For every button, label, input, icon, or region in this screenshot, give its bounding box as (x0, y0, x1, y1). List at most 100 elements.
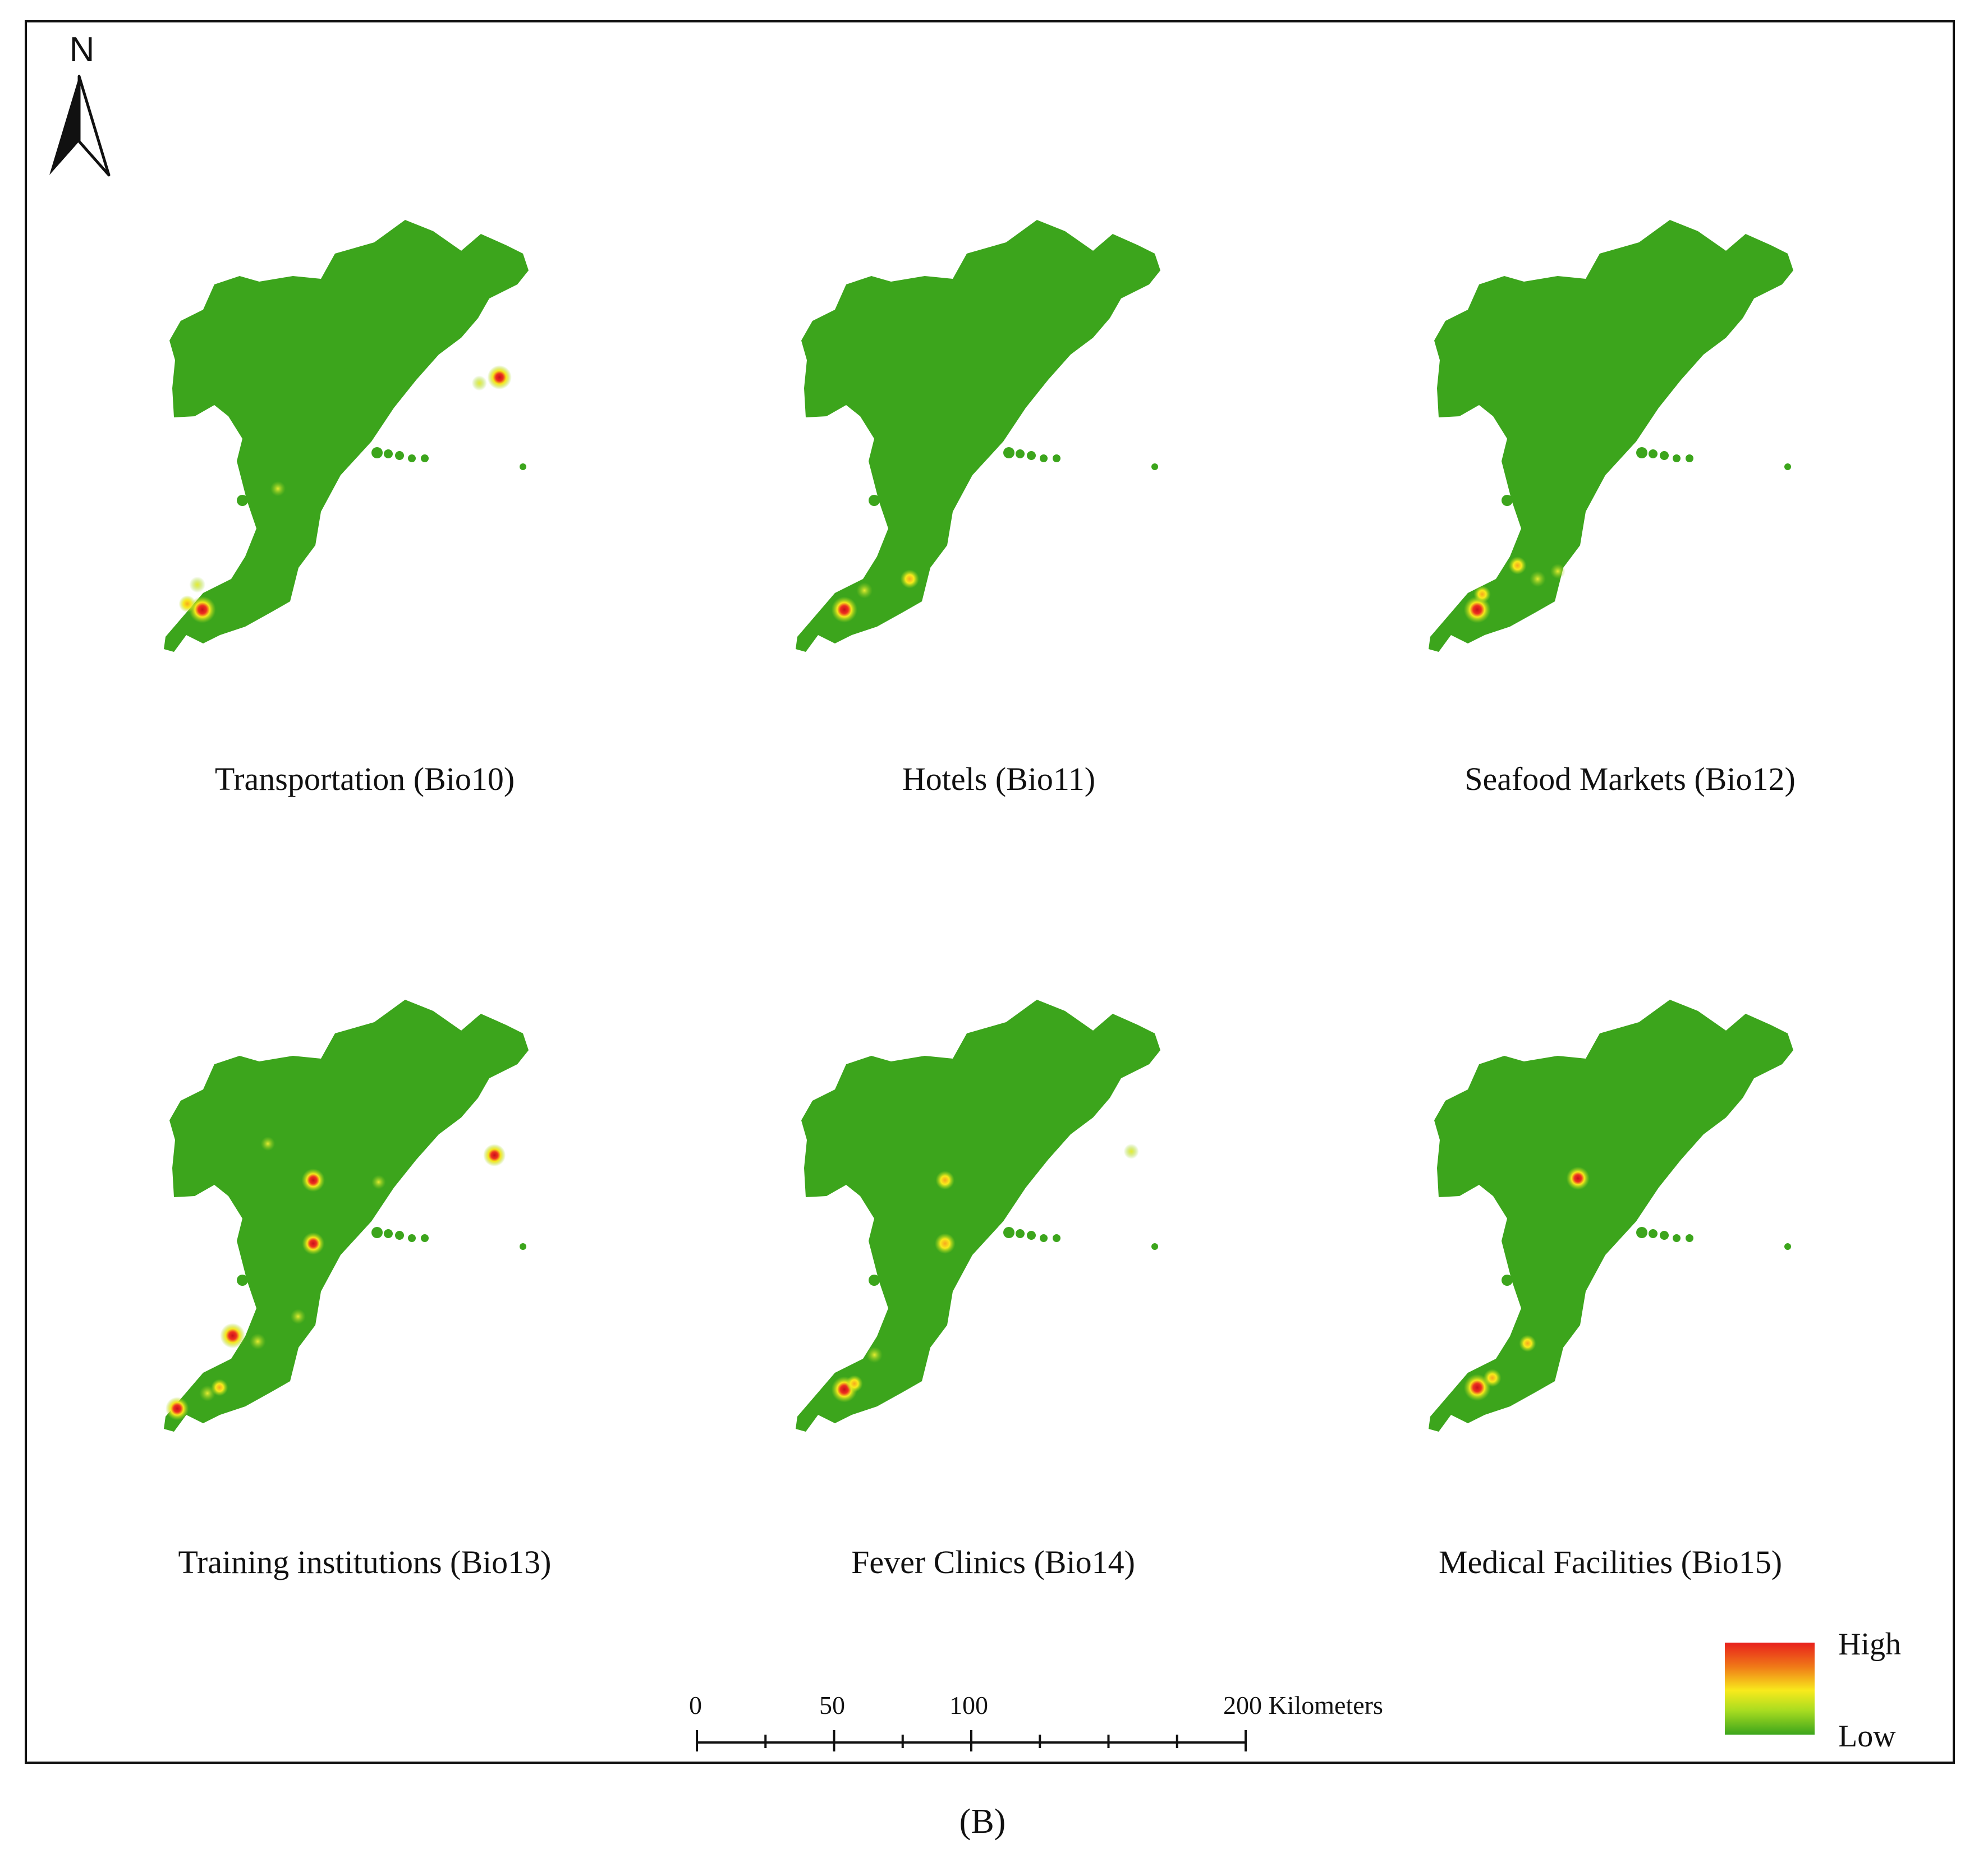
hotspot (1550, 563, 1565, 579)
hotspot (189, 576, 206, 593)
scale-label-100: 100 (949, 1691, 988, 1719)
island (1502, 1275, 1513, 1286)
island (237, 495, 248, 506)
island (1027, 1231, 1036, 1240)
hotspot (250, 1333, 266, 1350)
hotspot (302, 1232, 325, 1255)
hotspot (290, 1309, 306, 1325)
island (1660, 1231, 1669, 1240)
map-panel-fever-clinics (796, 1000, 1160, 1432)
hotspot (211, 1379, 228, 1396)
map-panel-hotels (796, 220, 1160, 652)
legend-high-label: High (1838, 1627, 1901, 1662)
hotspot (900, 569, 920, 588)
hotspot (483, 1144, 506, 1167)
land-area (1429, 220, 1793, 652)
scale-label-200: 200 Kilometers (1223, 1691, 1383, 1719)
scale-label-0: 0 (689, 1691, 702, 1719)
hotspot (1530, 571, 1546, 587)
hotspot (1483, 1369, 1502, 1387)
map-title-transportation: Transportation (Bio10) (214, 761, 515, 797)
island (1053, 454, 1060, 462)
land-area (796, 220, 1160, 652)
island (1673, 454, 1681, 462)
island (520, 1243, 526, 1250)
north-label: N (69, 30, 95, 69)
island (408, 454, 416, 462)
island (237, 1275, 248, 1286)
hotspot (935, 1170, 954, 1190)
island (371, 1227, 383, 1238)
land-area (164, 220, 529, 652)
map-panel-transportation (164, 220, 529, 652)
island (520, 463, 526, 470)
hotspot (166, 1397, 189, 1420)
north-arrow-icon (49, 75, 111, 177)
island (1040, 1234, 1048, 1242)
hotspot (270, 481, 286, 496)
map-panel-seafood-markets (1429, 220, 1793, 652)
island (408, 1234, 416, 1242)
land-area (796, 1000, 1160, 1432)
island (975, 1148, 981, 1155)
hotspot (178, 595, 196, 613)
island (343, 1148, 350, 1155)
hotspot (856, 582, 873, 599)
land-area (1429, 1000, 1793, 1432)
island (1608, 368, 1614, 375)
panel-label: (B) (959, 1803, 1006, 1841)
island (1027, 451, 1036, 460)
map-title-medical-facilities: Medical Facilities (Bio15) (1438, 1544, 1783, 1580)
island (1151, 1243, 1158, 1250)
hotspot (487, 365, 512, 390)
island (395, 451, 404, 460)
hotspot (1508, 557, 1527, 574)
island (1636, 1227, 1647, 1238)
island (1016, 1229, 1025, 1238)
north-arrow: N (47, 31, 117, 177)
island (1649, 449, 1658, 458)
island (421, 454, 429, 462)
island (869, 495, 880, 506)
map-title-hotels: Hotels (Bio11) (902, 761, 1096, 797)
hotspot (831, 596, 857, 623)
map-title-seafood-markets: Seafood Markets (Bio12) (1464, 761, 1796, 797)
island (395, 1231, 404, 1240)
map-panel-training-institutions (164, 1000, 529, 1432)
hotspot (866, 1346, 883, 1363)
island (1151, 463, 1158, 470)
map-title-fever-clinics: Fever Clinics (Bio14) (851, 1544, 1135, 1580)
island (975, 368, 981, 375)
map-panel-medical-facilities (1429, 1000, 1793, 1432)
island (1016, 449, 1025, 458)
island (1040, 454, 1048, 462)
island (1660, 451, 1669, 460)
island (1673, 1234, 1681, 1242)
hotspot (220, 1323, 245, 1349)
land-area (164, 1000, 529, 1432)
legend-low-label: Low (1838, 1719, 1896, 1754)
island (1053, 1234, 1060, 1242)
map-title-training-institutions: Training institutions (Bio13) (178, 1544, 552, 1580)
island (1003, 1227, 1014, 1238)
hotspot (371, 1175, 386, 1189)
island (1686, 1234, 1693, 1242)
island (1686, 454, 1693, 462)
hotspot (846, 1375, 863, 1392)
hotspot (934, 1233, 956, 1254)
hotspot (260, 1136, 276, 1151)
island (1649, 1229, 1658, 1238)
hotspot (301, 1168, 325, 1192)
hotspot (1123, 1143, 1139, 1159)
island (384, 449, 393, 458)
island (371, 447, 383, 458)
hotspot (1566, 1166, 1590, 1190)
hotspot (471, 375, 487, 391)
island (1784, 463, 1791, 470)
island (343, 368, 350, 375)
island (1784, 1243, 1791, 1250)
scale-label-50: 50 (819, 1691, 845, 1719)
island (1608, 1148, 1614, 1155)
map-frame (25, 20, 1955, 1764)
